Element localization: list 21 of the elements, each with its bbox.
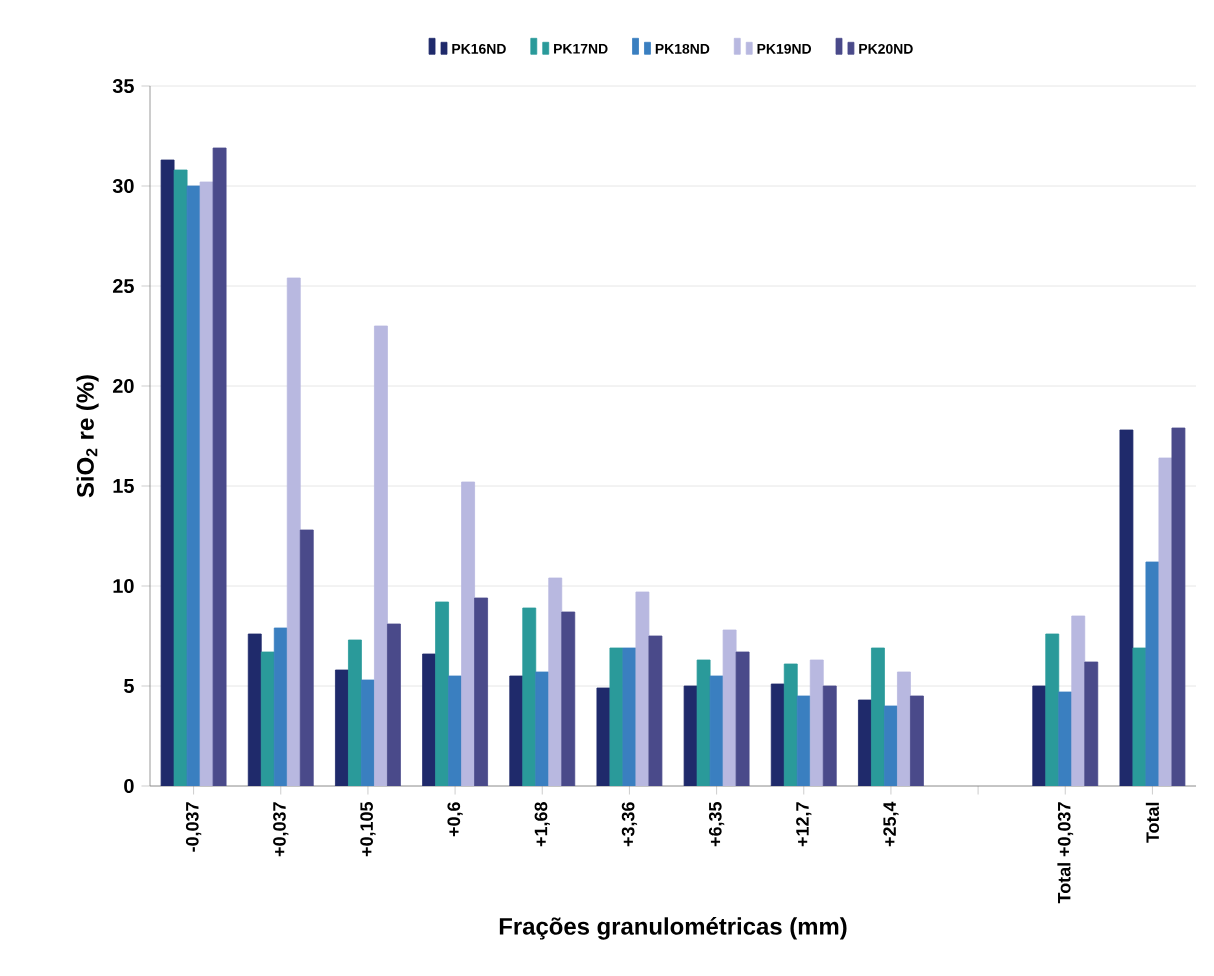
y-tick-label: 10 — [113, 578, 134, 594]
x-tick-label: +0,105 — [360, 802, 376, 857]
x-tick-label: +6,35 — [708, 802, 725, 847]
x-tick-label: +0,037 — [273, 802, 289, 857]
y-tick-label: 5 — [124, 679, 134, 693]
y-tick-label: 15 — [113, 479, 134, 493]
x-tick-label: +0,6 — [447, 802, 463, 837]
y-axis-title: SiO$_{2}$ re (%) — [76, 375, 99, 498]
x-axis-title: Frações granulométricas (mm) — [499, 917, 847, 940]
y-tick-label: 0 — [124, 778, 134, 794]
x-tick-label: +25,4 — [883, 801, 899, 847]
y-tick-label: 25 — [112, 278, 134, 294]
x-tick-label: Total — [1145, 802, 1160, 843]
x-tick-label: +12,7 — [796, 802, 812, 847]
y-tick-label: 20 — [112, 378, 134, 394]
y-tick-label: 35 — [112, 78, 134, 94]
y-tick-label: 30 — [112, 178, 134, 194]
x-tick-label: Total +0,037 — [1057, 802, 1074, 904]
x-tick-label: +1,68 — [534, 802, 550, 847]
x-tick-label: -0,037 — [185, 802, 202, 852]
x-tick-label: +3,36 — [621, 802, 638, 847]
